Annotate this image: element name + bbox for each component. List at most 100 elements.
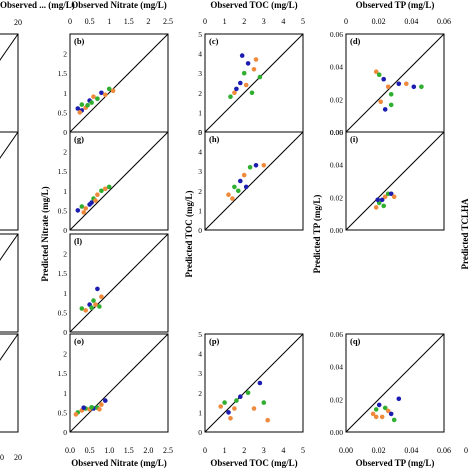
- data-point-orange: [379, 414, 385, 420]
- y-tick-label: 0.04: [330, 161, 343, 170]
- data-point-green: [234, 398, 239, 403]
- data-point-orange: [232, 406, 237, 411]
- y-tick-label: 0: [198, 128, 202, 137]
- y-tick-label: 5: [198, 128, 202, 137]
- data-point-blue: [375, 197, 381, 203]
- data-point-blue: [243, 184, 249, 190]
- one-to-one-line: [345, 131, 445, 231]
- y-tick-label: 2: [63, 250, 67, 259]
- y-tick-label: 0.02: [330, 193, 343, 202]
- panel-label: (o): [74, 336, 84, 346]
- data-point-orange: [373, 414, 379, 420]
- y-tick-label: 0: [63, 128, 67, 137]
- data-point-orange: [370, 411, 376, 417]
- top-axis-title: Observed TP (mg/L): [356, 0, 435, 10]
- data-point-green: [245, 390, 251, 396]
- panel-label: (l): [74, 236, 82, 246]
- bottom-tick-label: 0.00: [339, 446, 353, 455]
- bottom-tick-label: 1: [223, 446, 227, 455]
- bottom-tick-label: 3: [262, 446, 266, 455]
- y-tick-label: 0.04: [330, 363, 343, 372]
- y-tick-label: 0: [198, 428, 202, 437]
- y-tick-label: 1: [198, 108, 202, 117]
- data-point-orange: [110, 88, 116, 94]
- data-point-blue: [103, 398, 108, 403]
- y-tick-label: 2: [63, 350, 67, 359]
- data-point-orange: [265, 417, 271, 423]
- data-point-blue: [411, 84, 417, 90]
- data-point-orange: [382, 194, 388, 200]
- data-point-green: [261, 400, 267, 405]
- y-tick-label: 1.5: [58, 167, 68, 176]
- y-tick-label: 5: [198, 30, 202, 39]
- bottom-tick-label: 4: [281, 446, 285, 455]
- data-point-orange: [99, 294, 104, 300]
- y-tick-label: 4: [198, 148, 202, 157]
- y-tick-label: 0: [198, 226, 202, 235]
- data-point-orange: [73, 412, 79, 417]
- data-point-green: [376, 72, 382, 77]
- panel-frame: [69, 233, 169, 333]
- data-point-green: [241, 70, 247, 76]
- one-to-one-line: [204, 333, 304, 433]
- one-to-one-line: [69, 131, 169, 231]
- data-point-blue: [238, 178, 243, 184]
- one-to-one-line: [0, 33, 19, 61]
- data-point-blue: [89, 200, 94, 205]
- data-point-blue: [376, 402, 382, 408]
- one-to-one-line: [204, 131, 304, 231]
- y-tick-label: 4: [198, 350, 202, 359]
- bottom-axis-title: Observed Nitrate (mg/L): [71, 458, 166, 468]
- data-point-green: [97, 304, 102, 309]
- data-point-blue: [226, 410, 231, 415]
- data-point-blue: [99, 90, 104, 96]
- top-tick-label: 2: [146, 17, 150, 26]
- y-tick-label: 0: [63, 328, 67, 337]
- top-tick-label: 0: [203, 17, 207, 26]
- top-tick-label: 3: [262, 17, 266, 26]
- bottom-tick-label: 0: [0, 453, 4, 462]
- y-tick-label: 0.02: [330, 95, 343, 104]
- data-point-green: [382, 405, 388, 411]
- bottom-axis-title: Observed TOC (mg/L): [210, 458, 297, 468]
- y-tick-label: 4: [198, 50, 202, 59]
- top-tick-label: 0.02: [372, 17, 386, 26]
- y-tick-label: 1: [198, 206, 202, 215]
- data-point-orange: [378, 99, 384, 105]
- data-point-green: [91, 298, 96, 303]
- data-point-green: [79, 204, 85, 209]
- data-point-orange: [404, 81, 409, 87]
- data-point-orange: [97, 407, 102, 412]
- data-point-orange: [391, 194, 397, 200]
- top-axis-title: Observed ... (mg/L): [0, 0, 75, 10]
- panel-frame: [0, 233, 19, 333]
- bottom-tick-label: 0.02: [372, 446, 386, 455]
- data-point-green: [106, 86, 112, 92]
- data-point-blue: [381, 76, 387, 82]
- one-to-one-line: [0, 333, 19, 361]
- top-tick-label: 5: [301, 17, 305, 26]
- bottom-tick-label: 0.06: [437, 446, 451, 455]
- top-tick-label: 0.04: [404, 17, 418, 26]
- data-point-blue: [239, 53, 245, 58]
- data-point-orange: [251, 67, 257, 72]
- top-tick-label: 0: [68, 17, 72, 26]
- bottom-tick-label: 0: [464, 446, 468, 455]
- panel-label: (h): [209, 134, 220, 144]
- data-point-orange: [91, 94, 96, 99]
- panel-frame: [0, 333, 19, 433]
- panel-frame: [345, 131, 445, 231]
- y-tick-label: 3: [198, 69, 202, 78]
- bottom-tick-label: 2.0: [143, 446, 153, 455]
- y-tick-label: 0.04: [330, 63, 343, 72]
- data-point-blue: [238, 394, 243, 400]
- top-tick-label: 1.5: [124, 17, 134, 26]
- one-to-one-line: [204, 33, 304, 133]
- y-tick-label: 2: [198, 389, 202, 398]
- data-point-blue: [75, 208, 81, 213]
- data-point-orange: [230, 196, 235, 201]
- panel-label: (q): [350, 336, 361, 346]
- data-point-orange: [93, 302, 98, 307]
- data-point-green: [388, 102, 394, 108]
